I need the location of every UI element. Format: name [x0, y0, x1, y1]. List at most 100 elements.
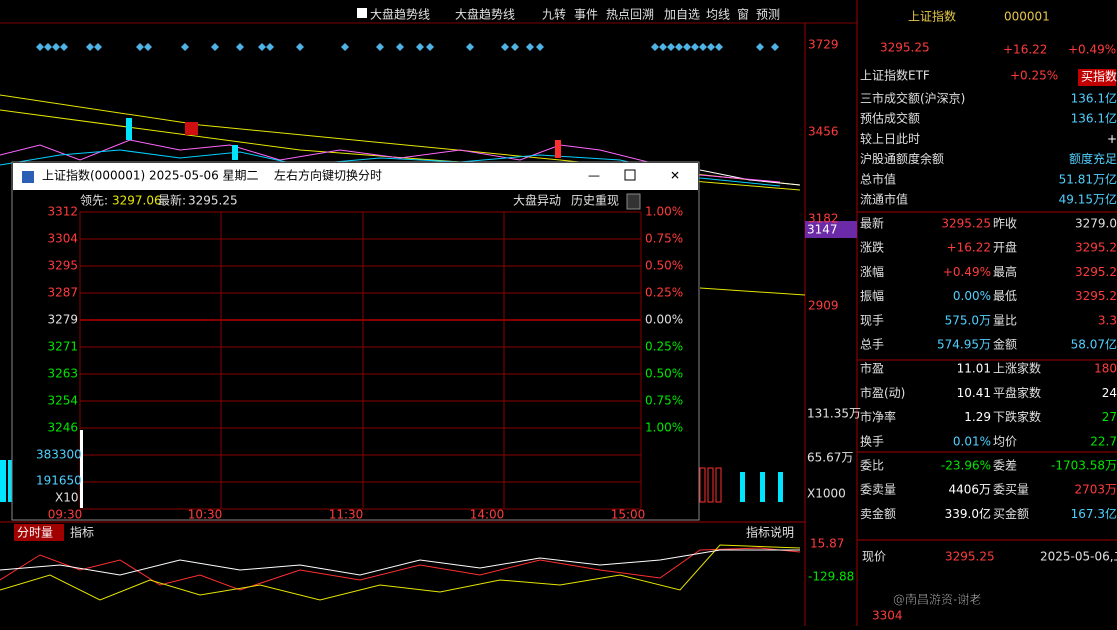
row-value: -1703.58万 [1051, 459, 1117, 473]
toolbar-item[interactable]: 九转 [542, 7, 566, 22]
popup-titlebar [13, 163, 698, 190]
price-axis-label: 3729 [808, 38, 839, 52]
marker [296, 43, 304, 51]
last-date: 2025-05-06,二 [1040, 550, 1117, 564]
marker [667, 43, 675, 51]
marker [44, 43, 52, 51]
marker [526, 43, 534, 51]
row-label: 金额 [993, 337, 1017, 352]
tab-active-bg [14, 524, 64, 541]
info-value: 136.1亿 [1071, 91, 1117, 106]
current-price-tag [805, 221, 857, 238]
row-label: 上涨家数 [993, 361, 1041, 376]
toolbar-item[interactable]: 窗 [737, 8, 749, 22]
price-label: 3263 [47, 367, 78, 381]
etf-button[interactable]: 买指数 [1081, 69, 1117, 84]
marker [699, 43, 707, 51]
toolbar-item[interactable]: 大盘趋势线 [370, 7, 430, 22]
marker [341, 43, 349, 51]
minimize-button[interactable]: — [588, 169, 600, 183]
row-value: 3.3 [1098, 313, 1117, 327]
time-label: 10:30 [188, 508, 223, 522]
percent-label: 0.75% [645, 232, 683, 246]
left-axis-unit: X10 [55, 491, 79, 505]
toolbar-item[interactable]: 热点回溯 [606, 7, 654, 22]
toolbar-item[interactable]: 大盘趋势线 [455, 7, 515, 22]
row-label: 市盈 [860, 361, 884, 376]
indicator-axis-label: 15.87 [810, 537, 844, 551]
row-label: 涨跌 [860, 240, 884, 255]
price-label: 3295 [47, 259, 78, 273]
time-label: 15:00 [611, 508, 646, 522]
row-label: 市盈(动) [860, 385, 905, 400]
row-value: +0.49% [943, 265, 991, 279]
toolbar-item[interactable]: 预测 [756, 8, 780, 22]
marker [675, 43, 683, 51]
marker [683, 43, 691, 51]
row-value: 574.95万 [937, 338, 991, 352]
marker [60, 43, 68, 51]
row-label: 买金额 [993, 506, 1029, 521]
info-value: 136.1亿 [1071, 111, 1117, 126]
quote-change-pct: +0.49% [1068, 43, 1116, 57]
row-label: 委买量 [993, 483, 1029, 497]
row-label: 涨幅 [860, 264, 884, 279]
popup-button[interactable]: 大盘异动 [513, 193, 561, 208]
indicator-help[interactable]: 指标说明 [746, 525, 794, 540]
marker [651, 43, 659, 51]
row-label: 最低 [993, 289, 1017, 303]
tab[interactable]: 指标 [70, 525, 94, 540]
row-label: 量比 [993, 313, 1017, 327]
latest-label: 最新: [158, 193, 186, 208]
row-value: 2703万 [1074, 483, 1117, 497]
toolbar-item[interactable]: 加自选 [664, 8, 700, 22]
marker [466, 43, 474, 51]
marker [416, 43, 424, 51]
maximize-button[interactable] [624, 169, 636, 181]
row-label: 均价 [993, 434, 1017, 448]
left-axis-label: 383300 [36, 448, 82, 462]
time-label: 11:30 [329, 508, 364, 522]
tab[interactable]: 分时量 [17, 526, 53, 540]
marker [756, 43, 764, 51]
checkbox[interactable] [357, 8, 367, 18]
volume-axis-label: 65.67万 [807, 451, 853, 465]
price-label: 3246 [47, 421, 78, 435]
row-value: 0.00% [953, 289, 991, 303]
time-label: 14:00 [470, 508, 505, 522]
row-value: 339.0亿 [945, 506, 991, 521]
marker [211, 43, 219, 51]
etf-change: +0.25% [1010, 69, 1058, 83]
price-label: 3287 [47, 286, 78, 300]
watermark: @南昌游资-谢老 [893, 592, 981, 607]
row-value: 3279.0 [1075, 217, 1117, 231]
volume-unit: X1000 [807, 487, 846, 501]
row-value: 3295.25 [941, 217, 991, 231]
volume-axis-label: 131.35万 [807, 407, 861, 421]
left-axis-label: 191650 [36, 474, 82, 488]
row-value: 0.01% [953, 434, 991, 448]
etf-button-bg[interactable] [1078, 69, 1116, 86]
quote-change: +16.22 [1003, 43, 1047, 57]
row-label: 卖金额 [860, 506, 896, 521]
row-label: 总手 [860, 338, 884, 352]
popup-nav-button[interactable] [626, 193, 641, 210]
row-value: -23.96% [941, 459, 991, 473]
price-axis-label: 2909 [808, 299, 839, 313]
toolbar-item[interactable]: 均线 [706, 8, 730, 22]
price-label: 3279 [47, 313, 78, 327]
marker [36, 43, 44, 51]
quote-name: 上证指数 [908, 9, 956, 24]
close-button[interactable]: ✕ [670, 169, 680, 183]
row-label: 委比 [860, 459, 884, 473]
price-axis-label: 3182 [808, 212, 839, 226]
row-label: 最高 [993, 264, 1017, 279]
row-value: 11.01 [957, 362, 991, 376]
popup-button[interactable]: 历史重现 [571, 194, 619, 208]
row-value: 167.3亿 [1071, 506, 1117, 521]
percent-label: 1.00% [645, 421, 683, 435]
marker [86, 43, 94, 51]
toolbar-item[interactable]: 事件 [574, 8, 598, 22]
marker [236, 43, 244, 51]
